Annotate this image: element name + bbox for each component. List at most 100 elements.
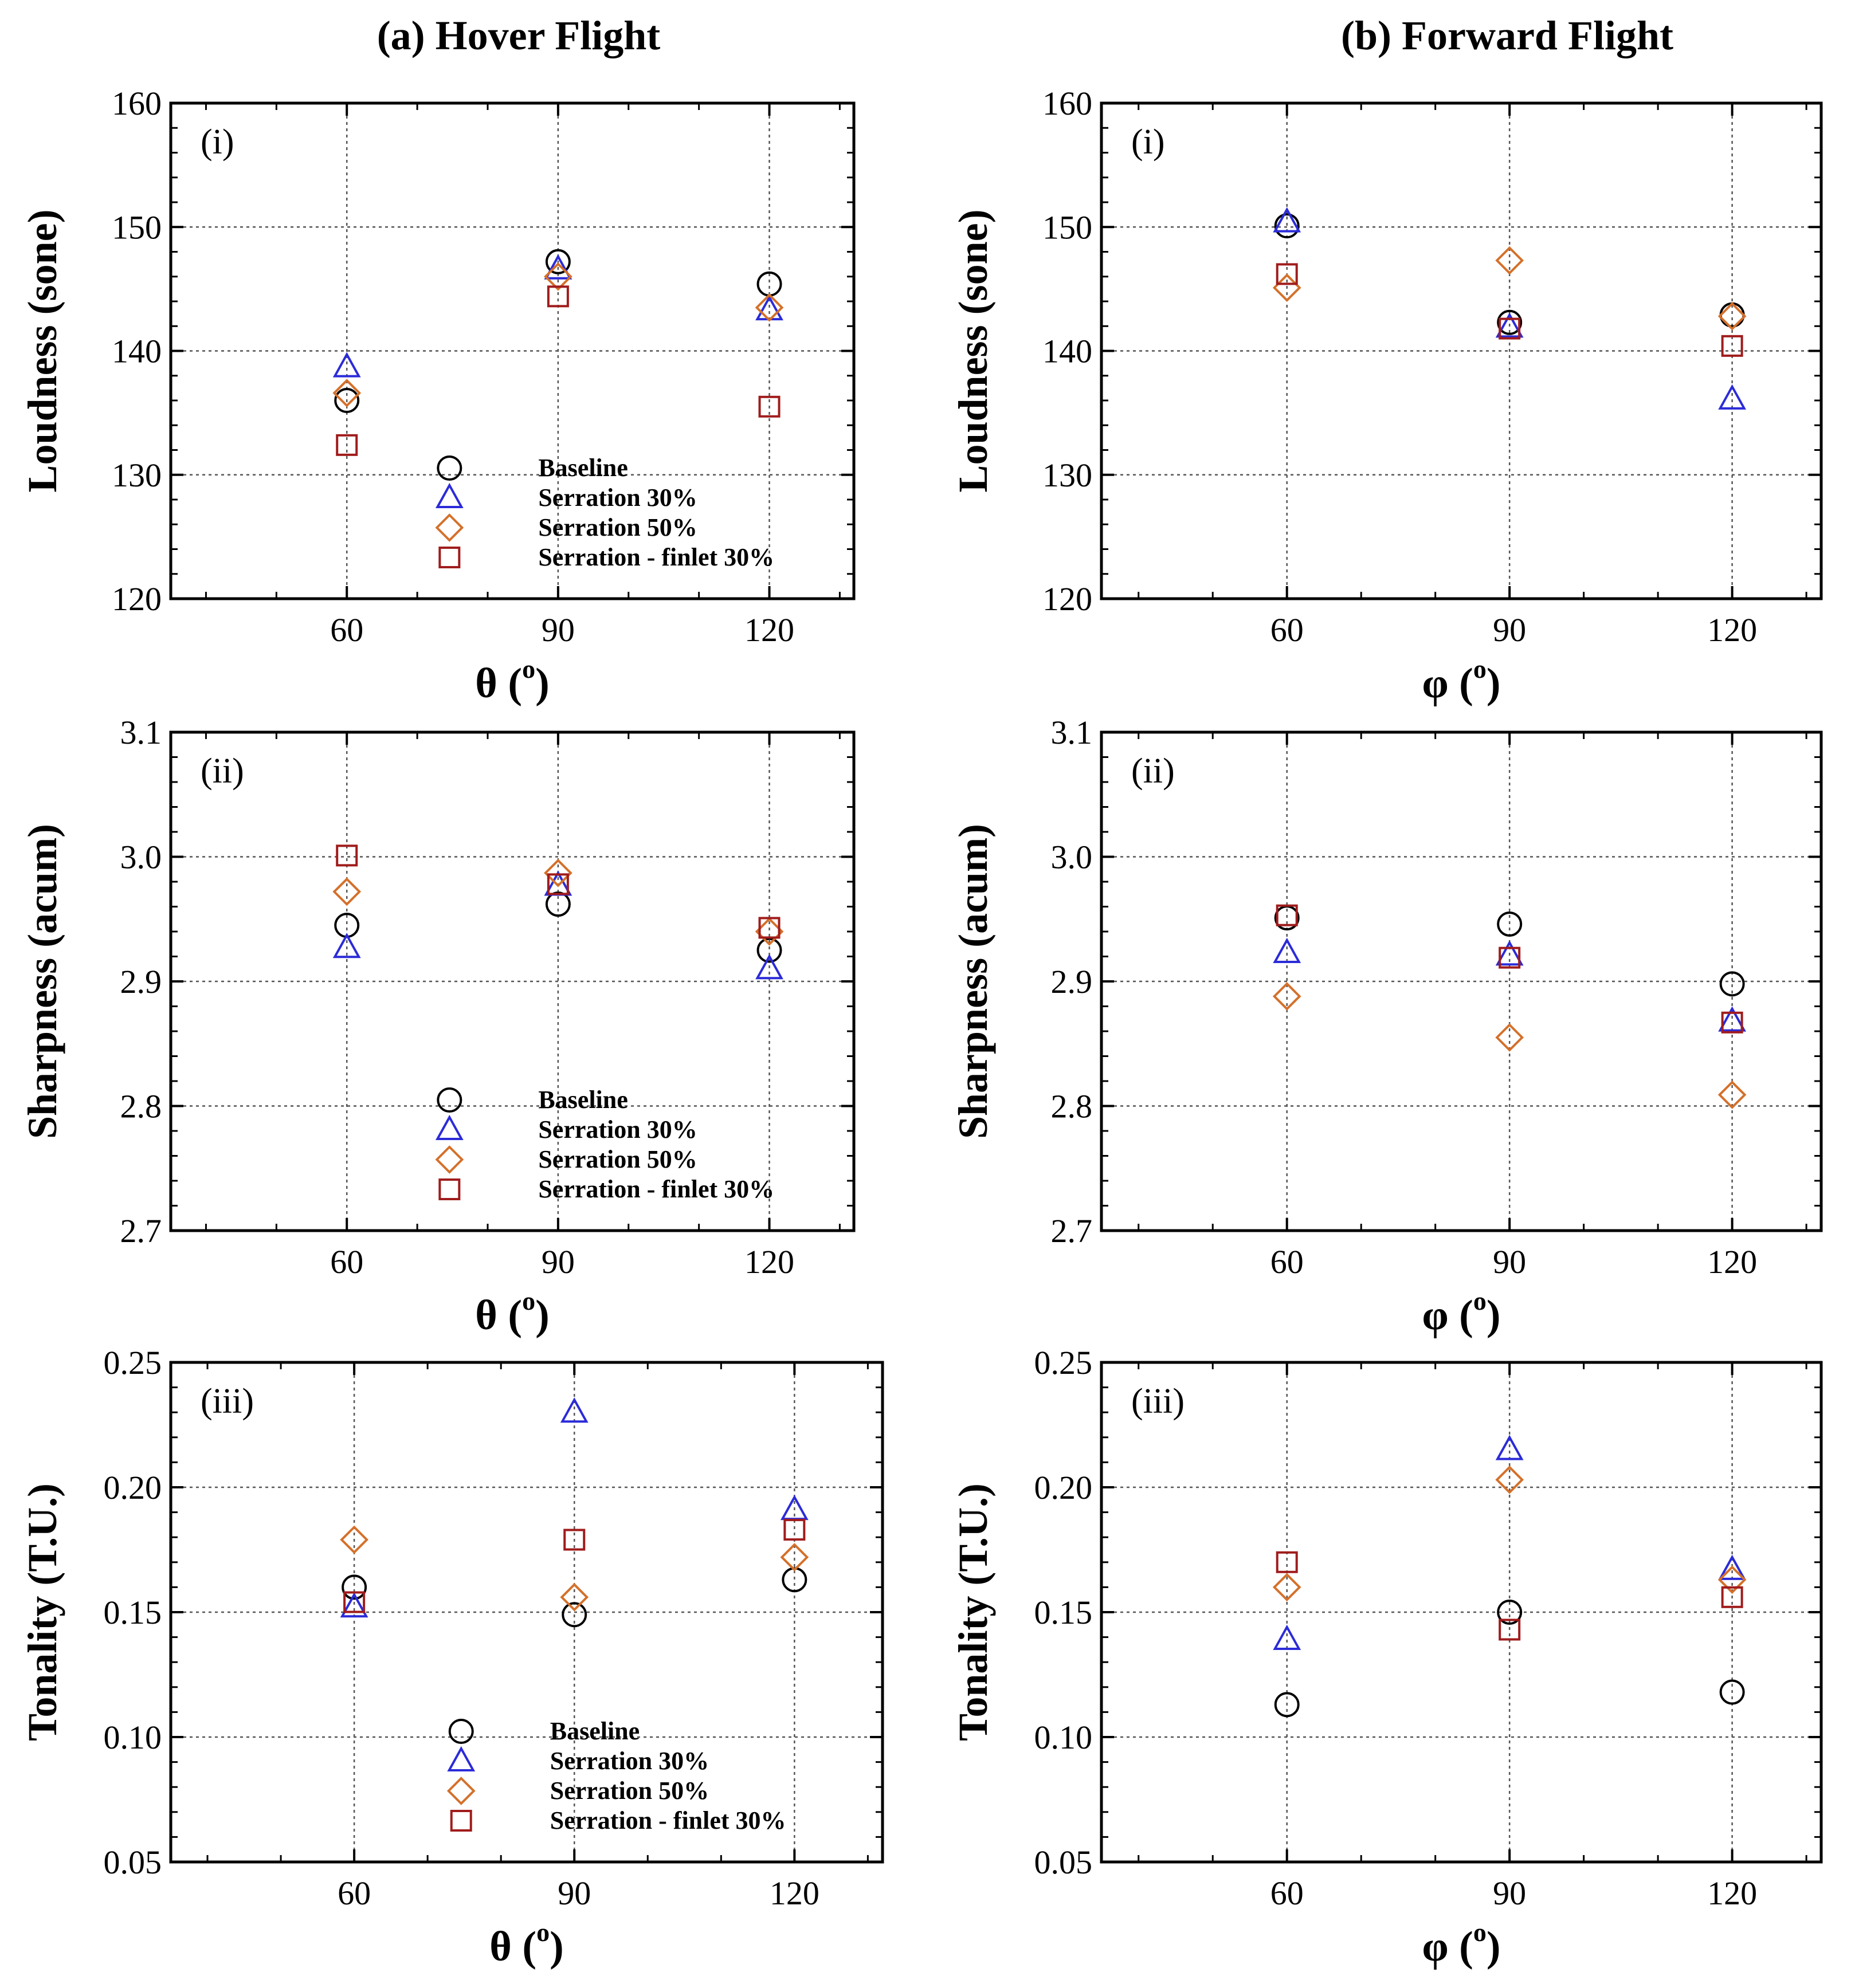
x-axis-label: θ (o)	[475, 654, 549, 707]
data-point	[332, 877, 362, 906]
data-point	[1497, 309, 1523, 335]
data-point	[332, 379, 362, 407]
series-baseline	[342, 1567, 807, 1628]
legend-label: Serration 30%	[538, 1115, 697, 1144]
data-point	[544, 858, 572, 887]
data-point	[758, 395, 781, 418]
y-tick-label: 2.9	[120, 963, 162, 1000]
chart-forward-loudness: 60 90 120 120 130 140 150 160 (i) Loudness (sone)…	[950, 85, 1823, 707]
data-point	[1718, 384, 1747, 410]
y-tick-label: 2.8	[1051, 1088, 1093, 1125]
data-point	[1499, 1618, 1521, 1641]
x-tick-label: 60	[1270, 1243, 1304, 1280]
legend-label: Serration - finlet 30%	[538, 543, 774, 571]
y-tick-label: 0.15	[1034, 1594, 1093, 1631]
y-tick-label: 3.1	[120, 714, 162, 751]
series-baseline	[1274, 1600, 1745, 1718]
data-point	[755, 293, 784, 322]
x-tick-label: 60	[330, 611, 363, 649]
data-point	[1499, 317, 1521, 340]
data-point	[758, 917, 781, 939]
data-point	[1717, 302, 1747, 331]
y-axis-label: Sharpness (acum)	[950, 824, 996, 1139]
y-tick-label: 150	[1042, 209, 1092, 246]
series-serration-50-	[332, 262, 784, 407]
legend-marker	[447, 1746, 476, 1771]
data-point	[547, 285, 569, 308]
panels: 60 90 120 120 130 140 150 160 (i) Loudness (sone)…	[19, 85, 1823, 1970]
series-serration-finlet-30-	[1276, 1551, 1743, 1641]
legend-marker	[435, 1114, 464, 1140]
y-tick-label: 130	[112, 457, 162, 494]
data-point	[780, 1543, 809, 1571]
column-title-forward: (b) Forward Flight	[1341, 13, 1673, 58]
legend-label: Serration 50%	[538, 513, 697, 541]
plot-frame	[169, 101, 856, 600]
y-tick-label: 0.10	[104, 1719, 162, 1756]
legend-marker	[435, 513, 464, 542]
data-point	[545, 891, 571, 917]
series-serration-50-	[340, 1525, 809, 1612]
chart-hover-loudness: 60 90 120 120 130 140 150 160 (i) Loudness (sone)…	[19, 85, 856, 707]
data-point	[562, 1602, 587, 1628]
series-serration-finlet-30-	[1276, 904, 1743, 1034]
chart-forward-sharpness: 60 90 120 2.7 2.8 2.9 3.0 3.1 (ii) Sharpness (acu…	[950, 714, 1823, 1339]
plot-frame	[1100, 1361, 1823, 1864]
y-tick-label: 160	[112, 85, 162, 122]
data-point	[1721, 1011, 1743, 1034]
series-serration-30-	[1273, 207, 1747, 410]
y-tick-label: 0.05	[104, 1844, 162, 1881]
x-tick-label: 60	[1270, 1875, 1304, 1912]
data-point	[1495, 312, 1524, 338]
data-point	[332, 933, 361, 958]
data-point	[343, 1591, 366, 1613]
y-tick-label: 140	[1042, 333, 1092, 370]
y-tick-label: 0.15	[104, 1594, 162, 1631]
data-point	[340, 1525, 368, 1554]
legend-label: Baseline	[550, 1717, 640, 1745]
data-point	[1719, 1679, 1745, 1705]
series-serration-finlet-30-	[336, 844, 781, 939]
x-tick-label: 90	[542, 611, 575, 649]
legend-label: Serration 50%	[538, 1145, 697, 1173]
y-tick-label: 130	[1042, 457, 1092, 494]
y-tick-label: 2.8	[120, 1088, 162, 1125]
x-axis-label: φ (o)	[1422, 1918, 1501, 1970]
chart-hover-sharpness: 60 90 120 2.7 2.8 2.9 3.0 3.1 (ii) Sharpness (acu…	[19, 714, 856, 1339]
series-serration-30-	[332, 870, 783, 980]
data-point	[334, 388, 360, 413]
y-tick-label: 160	[1042, 85, 1092, 122]
panel-tag: (ii)	[201, 752, 244, 791]
data-point	[342, 1574, 367, 1600]
data-point	[1276, 1551, 1298, 1573]
x-tick-label: 120	[1707, 611, 1757, 649]
x-tick-label: 120	[1707, 1243, 1757, 1280]
legend-marker	[438, 1178, 461, 1200]
data-point	[340, 1592, 368, 1618]
series-serration-30-	[1273, 937, 1747, 1032]
data-point	[1495, 940, 1524, 966]
chart-hover-tonality: 60 90 120 0.05 0.10 0.15 0.20 0.25 (iii) Tonality…	[19, 1344, 884, 1970]
data-point	[1495, 1023, 1524, 1052]
panel-tag: (iii)	[201, 1382, 254, 1421]
data-point	[1497, 1600, 1523, 1625]
y-axis-label: Sharpness (acum)	[19, 824, 65, 1139]
legend-label: Baseline	[538, 454, 628, 482]
legend-marker	[446, 1777, 476, 1805]
series-serration-50-	[1272, 982, 1747, 1109]
y-tick-label: 2.7	[1051, 1212, 1093, 1250]
data-point	[1497, 911, 1523, 937]
legend-marker	[448, 1719, 474, 1744]
series-serration-finlet-30-	[336, 285, 781, 456]
y-tick-label: 120	[1042, 580, 1092, 618]
y-tick-label: 3.1	[1051, 714, 1093, 751]
legend-label: Serration 30%	[550, 1747, 709, 1775]
legend-label: Serration - finlet 30%	[550, 1806, 786, 1834]
series-serration-finlet-30-	[343, 1519, 806, 1613]
series-serration-30-	[1273, 1435, 1747, 1650]
y-tick-label: 0.20	[1034, 1469, 1093, 1506]
x-tick-label: 60	[338, 1875, 371, 1912]
data-point	[1495, 1435, 1524, 1460]
